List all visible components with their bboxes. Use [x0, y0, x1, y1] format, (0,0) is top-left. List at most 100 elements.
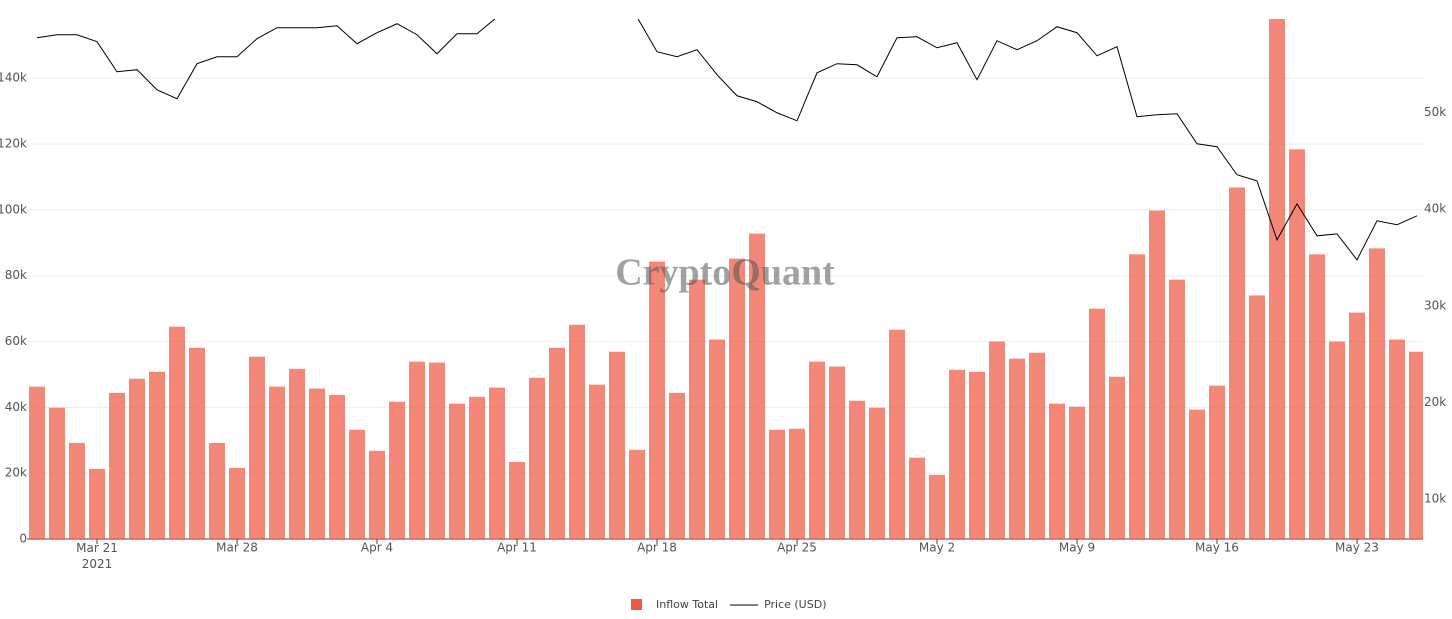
x-tick-label: May 9	[1059, 541, 1095, 555]
bar	[929, 474, 945, 539]
bar	[1329, 341, 1345, 539]
y-tick-label: 140k	[0, 71, 27, 85]
bar	[1389, 339, 1405, 539]
y-tick-label: 60k	[5, 334, 27, 348]
bar	[469, 396, 485, 539]
bar	[229, 467, 245, 539]
y2-tick-label: 20k	[1424, 395, 1446, 409]
bar	[49, 407, 65, 539]
bar	[509, 461, 525, 539]
x-tick-label: Apr 11	[497, 541, 537, 555]
x-tick-label: May 23	[1335, 541, 1379, 555]
bar	[409, 361, 425, 539]
bar	[689, 279, 705, 539]
axes: 0 20k 40k 60k 80k 100k 120k 140k 10k 20k 30k 40k 50k…	[0, 71, 1446, 571]
bar	[809, 361, 825, 539]
bar	[369, 450, 385, 539]
bar	[149, 371, 165, 539]
bar	[529, 377, 545, 539]
bar	[1229, 187, 1245, 539]
y-tick-label: 80k	[5, 268, 27, 282]
bar	[949, 369, 965, 539]
y2-tick-label: 40k	[1424, 202, 1446, 216]
price-line	[36, 19, 1418, 261]
bar	[1309, 254, 1325, 539]
x-tick-label: May 2	[919, 541, 955, 555]
bar	[209, 442, 225, 539]
x-tick-label: Apr 4	[361, 541, 393, 555]
y2-tick-label: 50k	[1424, 105, 1446, 119]
bar	[1149, 210, 1165, 539]
bar	[249, 356, 265, 539]
bar	[1029, 352, 1045, 539]
bar	[629, 449, 645, 539]
bar	[829, 366, 845, 539]
lines	[36, 19, 1418, 261]
y-tick-label: 20k	[5, 466, 27, 480]
x-tick-label: Apr 25	[777, 541, 817, 555]
bar	[1089, 308, 1105, 539]
bar	[309, 388, 325, 539]
bar	[69, 442, 85, 539]
bar	[29, 386, 45, 539]
bar	[1209, 385, 1225, 539]
legend-swatch	[631, 599, 642, 610]
bar	[1269, 19, 1285, 539]
bar	[389, 401, 405, 539]
bar	[1129, 254, 1145, 539]
bar	[449, 403, 465, 539]
legend: Inflow Total Price (USD)	[631, 598, 826, 611]
bar	[669, 392, 685, 539]
bar	[589, 384, 605, 539]
bar	[1409, 351, 1423, 539]
x-tick-label: Mar 21 2021	[76, 541, 118, 571]
legend-label: Inflow Total	[656, 598, 718, 611]
bar	[989, 341, 1005, 539]
x-tick-label: May 16	[1195, 541, 1239, 555]
y2-tick-label: 10k	[1424, 491, 1446, 505]
y-tick-label: 100k	[0, 202, 27, 216]
bar	[1049, 403, 1065, 539]
bar	[1109, 376, 1125, 539]
bar	[749, 233, 765, 539]
bar	[89, 468, 105, 539]
bar	[1169, 279, 1185, 539]
bar	[849, 400, 865, 539]
bar	[169, 326, 185, 539]
bar	[569, 324, 585, 539]
bar	[1349, 312, 1365, 539]
bar	[1009, 358, 1025, 539]
bar	[769, 429, 785, 539]
bar	[1189, 409, 1205, 539]
bar	[549, 347, 565, 539]
bar	[129, 378, 145, 539]
bar	[729, 258, 745, 539]
bar	[289, 368, 305, 539]
x-tick-label: Mar 28	[216, 541, 258, 555]
bar	[609, 351, 625, 539]
legend-label: Price (USD)	[764, 598, 826, 611]
bars	[29, 19, 1423, 540]
bar	[909, 457, 925, 539]
bar	[1249, 295, 1265, 539]
bar	[649, 261, 665, 539]
bar	[789, 428, 805, 539]
y2-tick-label: 30k	[1424, 298, 1446, 312]
bar	[269, 386, 285, 539]
bar	[429, 362, 445, 539]
bar	[869, 407, 885, 539]
y-tick-label: 40k	[5, 400, 27, 414]
bar	[969, 371, 985, 539]
bar	[329, 394, 345, 539]
bar	[889, 329, 905, 539]
watermark: CryptoQuant	[615, 252, 835, 294]
x-tick-label: Apr 18	[637, 541, 677, 555]
bar	[349, 429, 365, 539]
bar	[109, 392, 125, 539]
bar	[1069, 406, 1085, 539]
bar	[1369, 248, 1385, 540]
y-tick-label: 120k	[0, 137, 27, 151]
bar	[189, 347, 205, 539]
bar	[709, 339, 725, 539]
